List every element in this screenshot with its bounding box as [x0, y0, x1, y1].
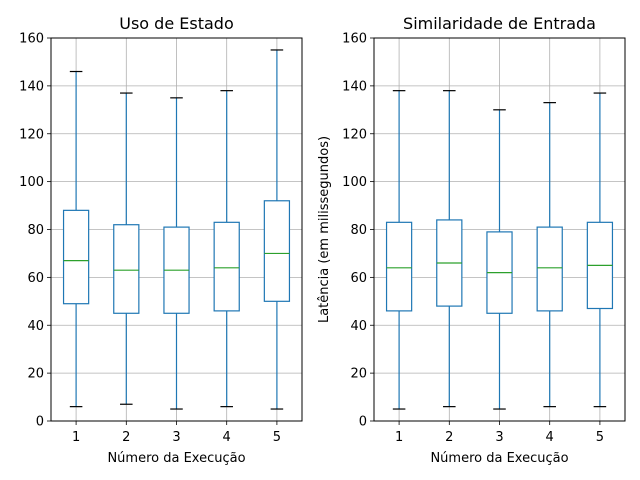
box-1	[62, 70, 90, 408]
iqr-box	[113, 224, 140, 314]
chart-panel-uso-de-estado: 0 20 40 60 80 100 120 140 160 1 2 3 4 5 Uso de Estado…	[19, 14, 303, 466]
x-axis-label: Número da Execução	[107, 451, 245, 466]
y-tick-label: 20	[27, 367, 44, 382]
chart-title: Similaridade de Entrada	[403, 14, 596, 33]
y-tick-label: 60	[350, 271, 367, 286]
box-3	[486, 109, 513, 410]
y-tick-label: 140	[342, 79, 367, 94]
x-tick-label: 2	[122, 430, 130, 445]
chart-title: Uso de Estado	[119, 14, 233, 33]
y-tick-label: 160	[342, 32, 367, 47]
box-5	[263, 49, 291, 410]
y-tick-label: 0	[359, 415, 367, 430]
y-tick-label: 20	[350, 367, 367, 382]
y-tick-label: 120	[342, 127, 367, 142]
iqr-box	[536, 226, 563, 312]
box-2	[113, 92, 140, 405]
x-tick-label: 2	[445, 430, 453, 445]
y-tick-label: 40	[27, 319, 44, 334]
x-axis-label: Número da Execução	[430, 451, 568, 466]
y-tick-label: 140	[19, 79, 44, 94]
x-tick-label: 3	[495, 430, 503, 445]
box-2	[436, 90, 463, 408]
x-tick-label: 1	[72, 430, 80, 445]
y-tick-label: 100	[19, 175, 44, 190]
box-4	[536, 102, 563, 408]
y-axis-label: Latência (em milissegundos)	[317, 136, 332, 323]
iqr-box	[385, 221, 413, 312]
iqr-box	[213, 221, 240, 312]
x-tick-label: 5	[273, 430, 281, 445]
y-tick-label: 120	[19, 127, 44, 142]
y-tick-label: 0	[36, 415, 44, 430]
y-tick-label: 80	[350, 223, 367, 238]
chart-panel-similaridade-de-entrada: 0 20 40 60 80 100 120 140 160 1 2 3 4 5 Similaridade …	[317, 14, 626, 466]
box-4	[213, 90, 240, 408]
x-tick-label: 4	[546, 430, 554, 445]
y-tick-label: 100	[342, 175, 367, 190]
y-tick-label: 80	[27, 223, 44, 238]
y-tick-label: 160	[19, 32, 44, 47]
y-tick-label: 40	[350, 319, 367, 334]
x-tick-label: 4	[223, 430, 231, 445]
iqr-box	[263, 200, 291, 302]
iqr-box	[62, 209, 90, 305]
y-tick-label: 60	[27, 271, 44, 286]
x-tick-label: 5	[596, 430, 604, 445]
box-3	[163, 97, 190, 410]
box-5	[586, 92, 614, 408]
box-1	[385, 90, 413, 410]
x-tick-label: 1	[395, 430, 403, 445]
x-tick-label: 3	[172, 430, 180, 445]
